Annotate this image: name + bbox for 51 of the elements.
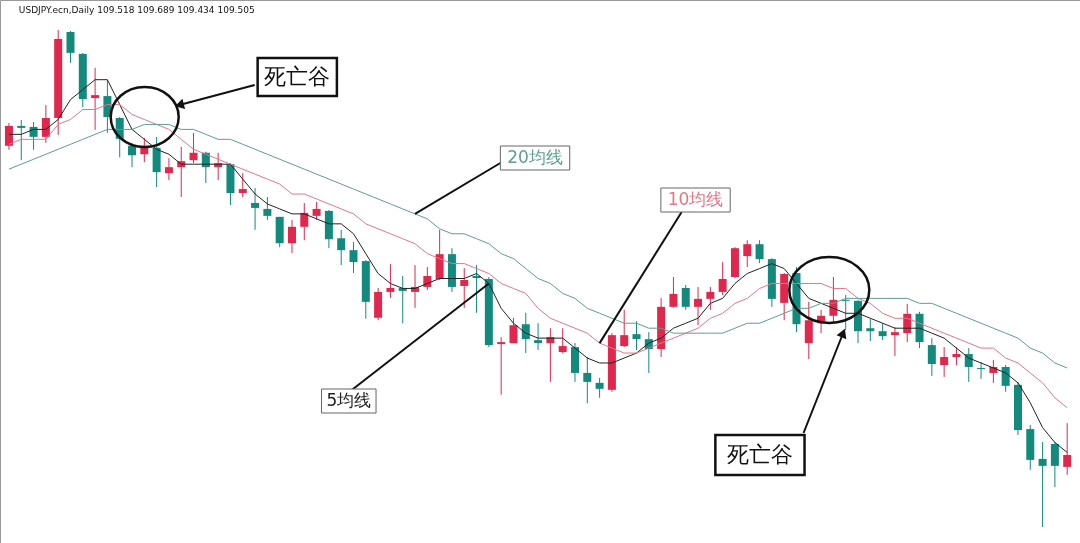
candlestick [866,318,875,342]
candlestick [460,267,469,309]
candlestick [632,320,641,351]
text: 10均线 [667,189,724,209]
candlestick [386,263,395,299]
candlestick [940,346,949,378]
candlestick [128,142,137,168]
candlestick [91,67,100,131]
candlestick [1050,441,1059,488]
candlestick [349,241,358,274]
candlestick [534,322,543,351]
candlestick [595,377,604,399]
candlestick [1038,441,1047,528]
candlestick [17,119,26,161]
annotation: 死亡谷 [726,442,793,467]
candlestick [521,312,530,354]
text: 5均线 [326,390,372,410]
candlestick [694,286,703,326]
candlestick [497,336,506,396]
candlestick [1063,422,1072,476]
candlestick [1001,364,1010,393]
candlestick [620,309,629,348]
candlestick [927,337,936,377]
candlestick [287,219,296,254]
text: 20均线 [507,147,563,167]
candlestick [4,122,13,151]
candlestick [66,30,75,64]
candlestick [140,137,149,163]
candlestick [681,284,690,311]
candlestick [189,132,198,164]
candlestick [337,229,346,266]
candlestick [103,79,112,134]
candlestick [509,317,518,344]
candlestick [706,286,715,311]
candlestick [164,157,173,181]
candlestick [890,326,899,357]
candlestick [669,276,678,309]
annotation: 死亡谷 [264,64,331,89]
candlestick [238,172,247,198]
candlestick [743,239,752,268]
candlestick [558,327,567,354]
candlestick [804,301,813,360]
candlestick [583,356,592,404]
candlestick [755,239,764,264]
candlestick [251,187,260,231]
chart-title: USDJPY.ecn,Daily 109.518 109.689 109.434 109.505 [18,5,255,15]
candlestick [718,261,727,296]
candlestick [977,361,986,380]
candlestick [263,196,272,221]
candlestick [41,104,50,144]
candlestick [841,294,850,331]
